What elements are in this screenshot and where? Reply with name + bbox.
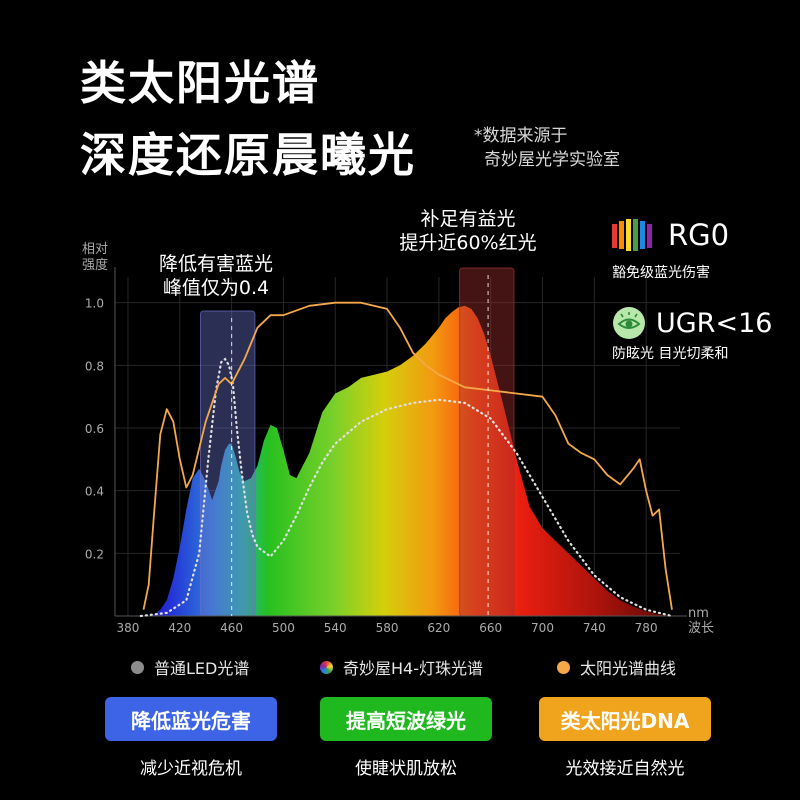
legend-dot-h4 [320,660,333,674]
feature-sub-orange: 光效接近自然光 [565,759,685,779]
ugr-title: UGR<16 [656,307,773,339]
feature-pill-green: 提高短波绿光 [320,697,492,741]
series-led-line [139,357,674,618]
legend-dot-led [131,660,144,674]
x-tick-label-620: 620 [427,621,450,635]
eye-icon [613,307,645,339]
x-tick-label-540: 540 [324,621,347,635]
source-note-line-1: *数据来源于 [474,126,568,146]
series-sun-line [142,301,673,610]
highlight-bands [200,267,515,617]
legend-label-sun: 太阳光谱曲线 [580,659,677,678]
legend-label-led: 普通LED光谱 [154,659,250,678]
highlight-band-0 [200,310,256,617]
legend-label-h4: 奇妙屋H4-灯珠光谱 [343,659,483,678]
legend-item-led: 普通LED光谱 [131,655,249,679]
feature-sub-blue: 减少近视危机 [140,759,242,779]
feature-pill-blue: 降低蓝光危害 [105,697,277,741]
rainbow-bars-icon [612,219,652,251]
x-tick-label-380: 380 [117,621,140,635]
y-tick-label-0.8: 0.8 [85,359,104,373]
headline-line-2: 深度还原晨曦光 [80,128,416,182]
x-axis-unit-nm: nm [688,606,709,621]
rg0-title: RG0 [668,218,730,252]
rg0-badge: RG0 [612,218,729,252]
x-tick-label-500: 500 [272,621,295,635]
x-tick-label-740: 740 [583,621,606,635]
headline-line-1: 类太阳光谱 [80,56,320,110]
x-axis-unit-label: 波长 [688,621,714,636]
blue-callout-line-2: 峰值仅为0.4 [163,277,269,299]
x-tick-label-460: 460 [220,621,243,635]
x-tick-label-700: 700 [531,621,554,635]
x-tick-label-580: 580 [376,621,399,635]
series-h4-area [127,305,673,616]
x-tick-label-660: 660 [479,621,502,635]
y-tick-label-0.2: 0.2 [85,547,104,561]
highlight-band-1 [459,267,515,617]
blue-callout-line-1: 降低有害蓝光 [159,253,273,275]
source-note-line-2: 奇妙屋光学实验室 [484,150,620,170]
y-tick-label-0.4: 0.4 [85,485,104,499]
x-tick-label-780: 780 [635,621,658,635]
feature-sub-green: 使睫状肌放松 [355,759,457,779]
legend-item-h4: 奇妙屋H4-灯珠光谱 [320,655,483,679]
feature-pill-orange: 类太阳光DNA [539,697,711,741]
red-callout-line-2: 提升近60%红光 [399,232,536,254]
ugr-badge: UGR<16 [612,306,772,340]
chart-series [127,305,673,616]
x-tick-label-420: 420 [168,621,191,635]
y-axis-label-line-1: 相对 [82,242,109,257]
chart-legend: 普通LED光谱 奇妙屋H4-灯珠光谱 太阳光谱曲线 [0,655,800,678]
y-axis-label-line-2: 强度 [82,258,109,273]
legend-item-sun: 太阳光谱曲线 [557,655,676,679]
ugr-subtitle: 防眩光 目光切柔和 [612,346,729,362]
red-callout-line-1: 补足有益光 [420,208,515,230]
y-tick-label-0.6: 0.6 [85,422,104,436]
legend-dot-sun [557,660,570,674]
rg0-subtitle: 豁免级蓝光伤害 [612,265,710,281]
y-tick-label-1: 1.0 [85,297,104,311]
chart-axes: 0.2 0.4 0.6 0.8 1.0 380 420 460 500 540 580 620 660 7… [85,267,687,635]
